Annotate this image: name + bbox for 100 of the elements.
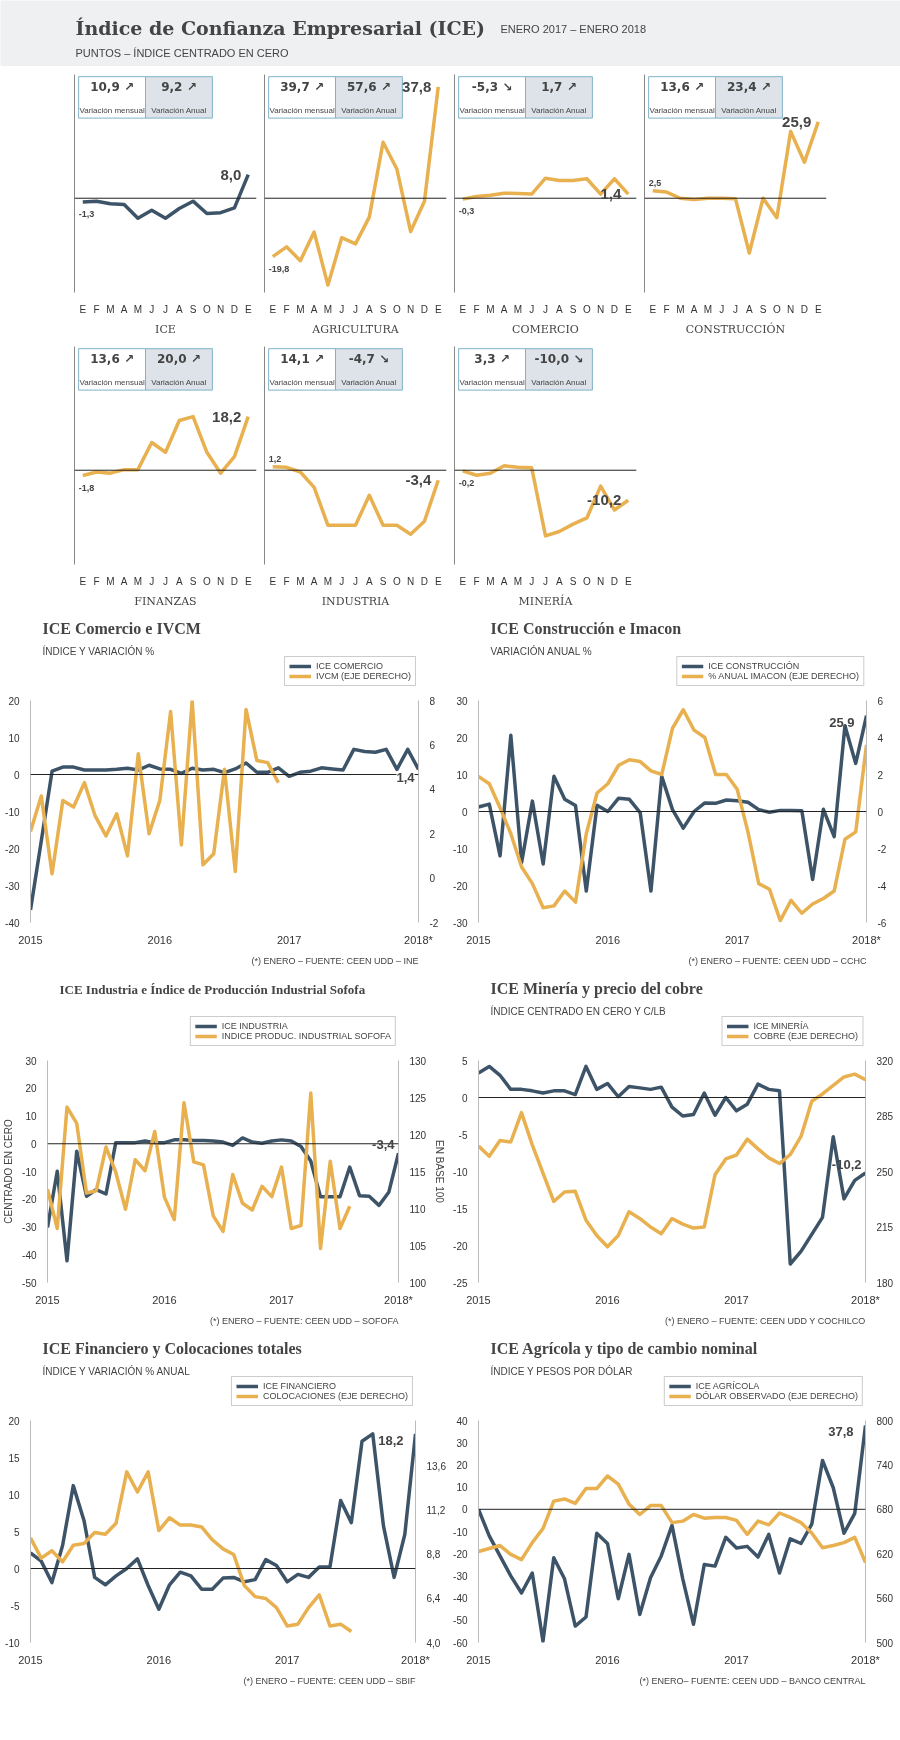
data-label: -1,8 xyxy=(78,482,95,493)
y-tick-label: -20 xyxy=(453,1240,468,1252)
y-axis-title: CENTRADO EN CERO xyxy=(3,1119,15,1224)
x-tick-label: S xyxy=(569,575,577,587)
x-tick-label: N xyxy=(217,575,225,587)
x-tick-label: 2018* xyxy=(401,1653,431,1666)
annotation: -4,7 ↘ xyxy=(348,351,390,366)
y-tick-label: 30 xyxy=(456,695,468,707)
chart-title: ICE Industria e Índice de Producción Industrial Sofofa xyxy=(59,981,366,997)
annotation: Variación Anual xyxy=(531,106,587,116)
annotation: Variación Anual xyxy=(721,106,777,116)
annotation: Variación mensual xyxy=(79,378,145,388)
annotation: Variación mensual xyxy=(459,378,525,388)
x-tick-label: S xyxy=(379,303,387,315)
x-tick-label: J xyxy=(163,303,168,315)
x-tick-label: J xyxy=(529,575,535,587)
y-tick-label: -60 xyxy=(453,1637,468,1649)
x-tick-label: E xyxy=(459,303,467,315)
text: (*) ENERO – FUENTE: CEEN UDD Y COCHILCO xyxy=(664,1315,866,1326)
y2-tick-label: 4,0 xyxy=(426,1637,441,1649)
x-tick-label: S xyxy=(189,575,197,587)
y-tick-label: -10 xyxy=(453,843,468,855)
y2-tick-label: 8,8 xyxy=(426,1549,441,1561)
legend-label: INDICE PRODUC. INDUSTRIAL SOFOFA xyxy=(221,1031,391,1041)
chart-subtitle: ÍNDICE Y VARIACIÓN % ANUAL xyxy=(42,1364,191,1377)
y-tick-label: 10 xyxy=(456,1482,468,1494)
y2-tick-label: 100 xyxy=(409,1277,427,1289)
data-label: -1,3 xyxy=(78,209,95,220)
x-tick-label: 2016 xyxy=(595,933,621,946)
annotation: -5,3 ↘ xyxy=(471,79,513,94)
annotation: 9,2 ↗ xyxy=(161,79,197,94)
x-tick-label: F xyxy=(283,303,290,315)
x-tick-label: A xyxy=(120,303,128,315)
annotation: 13,6 ↗ xyxy=(660,79,704,94)
annotation: 3,3 ↗ xyxy=(474,351,510,366)
chart-title: ICE Minería y precio del cobre xyxy=(490,979,703,998)
legend-label: % ANUAL IMACON (EJE DERECHO) xyxy=(708,671,859,681)
y-tick-label: -10 xyxy=(22,1166,37,1178)
chart-subtitle: ÍNDICE CENTRADO EN CERO Y C/LB xyxy=(490,1004,667,1017)
legend-label: ICE FINANCIERO xyxy=(262,1381,336,1391)
annotation: Variación mensual xyxy=(459,106,525,116)
x-tick-label: E xyxy=(79,303,87,315)
y2-tick-label: 680 xyxy=(876,1504,894,1516)
y2-tick-label: 125 xyxy=(409,1092,427,1104)
y2-tick-label: -2 xyxy=(877,843,887,855)
text: (*) ENERO – FUENTE: CEEN UDD – CCHC xyxy=(688,955,867,966)
legend-label: ICE COMERCIO xyxy=(315,661,383,671)
x-tick-label: A xyxy=(365,303,373,315)
y2-tick-label: 320 xyxy=(876,1055,894,1067)
y2-tick-label: 110 xyxy=(409,1203,426,1215)
x-tick-label: O xyxy=(582,575,591,587)
chart-subtitle: VARIACIÓN ANUAL % xyxy=(490,644,592,657)
y-tick-label: 20 xyxy=(8,695,20,707)
y-tick-label: 5 xyxy=(461,1055,468,1067)
text: PUNTOS – ÍNDICE CENTRADO EN CERO xyxy=(75,46,290,59)
annotation: 57,6 ↗ xyxy=(347,79,391,94)
x-tick-label: F xyxy=(93,303,100,315)
x-tick-label: J xyxy=(719,303,725,315)
y-tick-label: -25 xyxy=(453,1277,468,1289)
annotation: -10,0 ↘ xyxy=(534,351,584,366)
x-tick-label: J xyxy=(339,575,345,587)
y-tick-label: 20 xyxy=(456,732,468,744)
x-tick-label: M xyxy=(296,575,305,587)
x-tick-label: E xyxy=(269,575,277,587)
x-tick-label: A xyxy=(365,575,373,587)
text: (*) ENERO– FUENTE: CEEN UDD – BANCO CENTRAL xyxy=(639,1675,866,1686)
x-tick-label: 2017 xyxy=(276,933,302,946)
annotation: Variación Anual xyxy=(151,106,207,116)
x-tick-label: N xyxy=(597,303,605,315)
chart-title: ICE Comercio e IVCM xyxy=(42,619,201,637)
y-tick-label: -30 xyxy=(5,880,20,892)
x-tick-label: J xyxy=(733,303,738,315)
x-tick-label: O xyxy=(202,575,211,587)
y2-tick-label: 105 xyxy=(409,1240,427,1252)
x-tick-label: 2018* xyxy=(404,933,434,946)
x-tick-label: A xyxy=(555,303,563,315)
x-tick-label: J xyxy=(543,575,548,587)
annotation: 14,1 ↗ xyxy=(280,351,324,366)
legend-label: ICE CONSTRUCCIÓN xyxy=(708,661,800,671)
annotation: 13,6 ↗ xyxy=(90,351,134,366)
y2-tick-label: 500 xyxy=(876,1637,894,1649)
x-tick-label: D xyxy=(610,575,619,587)
x-tick-label: M xyxy=(676,303,685,315)
x-axis-title: COMERCIO xyxy=(512,322,579,336)
x-axis-title: MINERÍA xyxy=(518,593,574,608)
x-tick-label: 2015 xyxy=(466,1653,491,1666)
x-tick-label: E xyxy=(244,303,252,315)
y-tick-label: -5 xyxy=(458,1129,468,1141)
x-tick-label: D xyxy=(230,575,239,587)
data-label: -0,3 xyxy=(458,206,475,217)
x-tick-label: A xyxy=(175,575,183,587)
y-tick-label: -30 xyxy=(453,917,468,929)
legend-label: ICE MINERÍA xyxy=(753,1021,809,1031)
data-label: 25,9 xyxy=(782,112,812,130)
y-tick-label: -15 xyxy=(453,1203,468,1215)
x-tick-label: 2017 xyxy=(724,1293,749,1306)
x-tick-label: M xyxy=(106,303,115,315)
y2-tick-label: 6,4 xyxy=(426,1593,441,1605)
y-tick-label: 20 xyxy=(456,1459,468,1471)
x-tick-label: N xyxy=(597,575,605,587)
